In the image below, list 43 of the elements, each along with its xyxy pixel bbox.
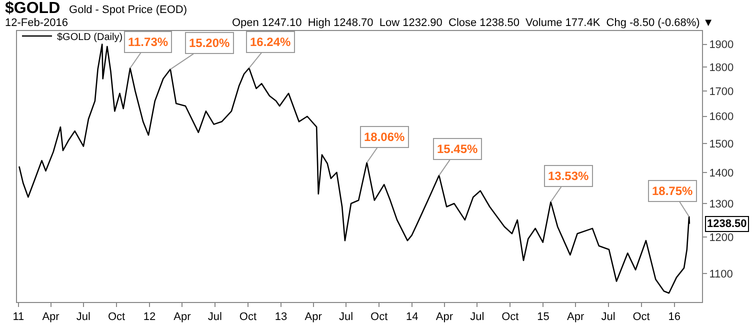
x-tick-label: Jul	[470, 311, 484, 324]
x-tick-label: Jul	[76, 311, 90, 324]
x-tick-label: 13	[274, 311, 288, 324]
x-tick-label: Oct	[370, 311, 388, 324]
y-tick-label: 1900	[709, 39, 734, 52]
annotation: 18.06%	[364, 130, 406, 144]
y-tick-label: 1600	[709, 111, 734, 124]
data-label: 1238.50	[707, 218, 747, 230]
x-tick-label: Oct	[632, 311, 650, 324]
x-tick-label: 12	[143, 311, 156, 324]
x-tick-label: 11	[12, 311, 24, 324]
text: 12-Feb-2016	[5, 17, 68, 29]
y-tick-label: 1500	[709, 138, 734, 150]
x-tick-label: Jul	[339, 311, 354, 324]
annotation: 18.75%	[652, 184, 694, 198]
x-tick-label: Apr	[174, 311, 192, 324]
annotation: 15.45%	[437, 142, 478, 156]
annotation: 16.24%	[250, 35, 292, 49]
x-tick-label: 15	[537, 311, 550, 324]
annotation: 11.73%	[128, 35, 168, 49]
x-tick-label: Apr	[436, 311, 454, 324]
x-tick-label: Apr	[304, 311, 322, 324]
x-tick-label: Jul	[208, 311, 222, 324]
chart-title: $GOLD	[5, 0, 60, 17]
annotation: 15.20%	[189, 36, 230, 50]
x-tick-label: Oct	[108, 311, 126, 324]
y-tick-label: 1800	[709, 62, 734, 74]
x-tick-label: 16	[668, 311, 680, 324]
x-tick-label: Oct	[502, 311, 519, 324]
legend-label: $GOLD (Daily)	[57, 32, 123, 43]
y-tick-label: 1300	[709, 198, 734, 210]
annotation: 13.53%	[548, 169, 590, 183]
x-tick-label: Jul	[601, 311, 616, 324]
y-tick-label: 1200	[709, 232, 734, 244]
text: Open 1247.10 High 1248.70 Low 1232.90 Close 1238.50 Volume 177.4K Chg -8.50 (-0.68%) ▼	[232, 17, 714, 29]
chart-subtitle: Gold - Spot Price (EOD)	[69, 4, 187, 16]
x-tick-label: Oct	[239, 311, 257, 324]
x-tick-label: 14	[406, 311, 418, 324]
y-tick-label: 1700	[709, 86, 734, 98]
x-tick-label: Apr	[42, 311, 60, 324]
x-tick-label: Apr	[566, 311, 584, 324]
y-tick-label: 1400	[709, 167, 734, 180]
y-tick-label: 1100	[709, 268, 733, 280]
